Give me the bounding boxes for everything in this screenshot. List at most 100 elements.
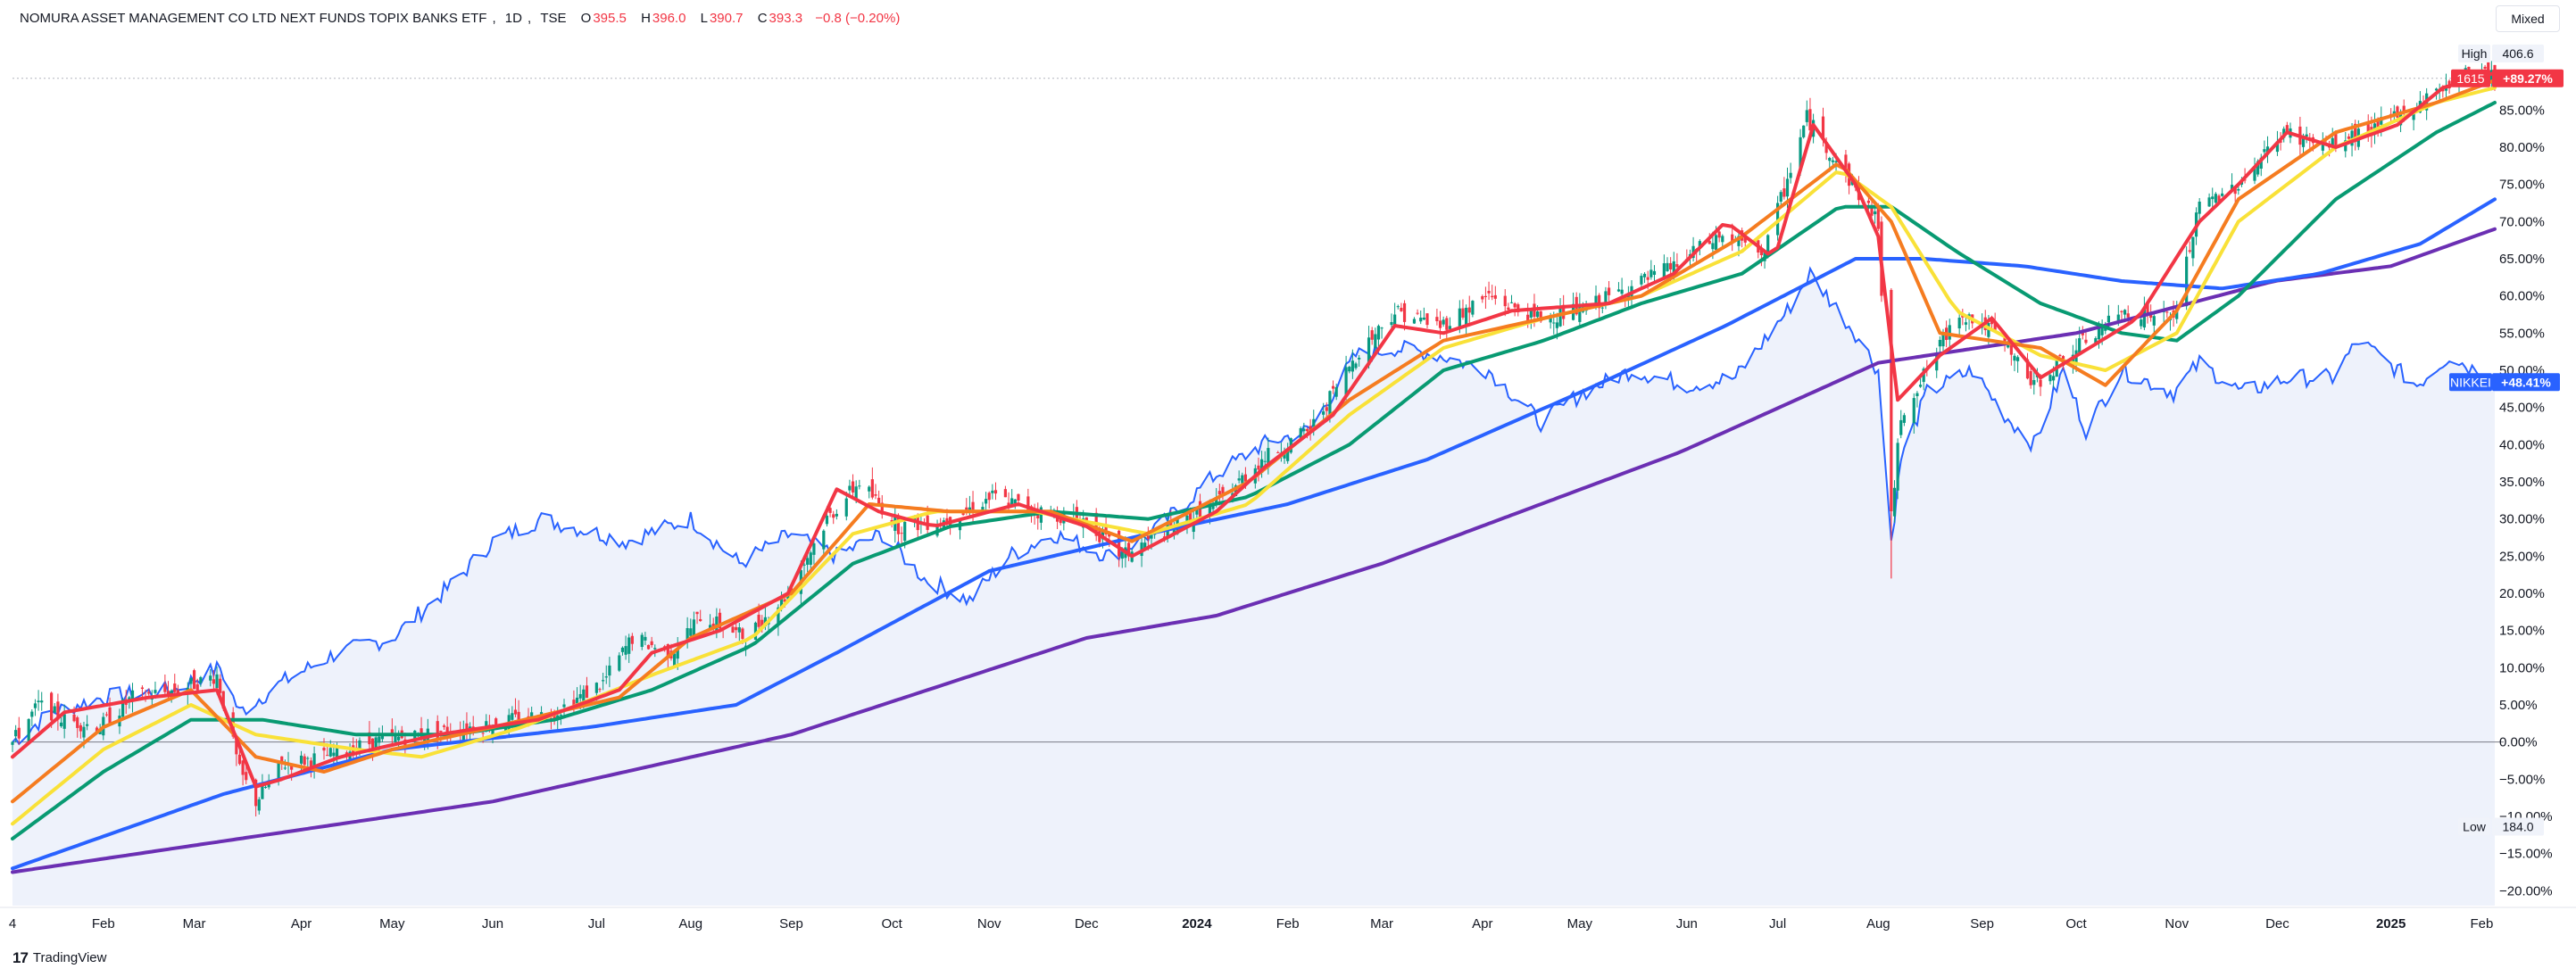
candle-body [491, 725, 494, 738]
candle-body [263, 786, 268, 788]
candle-body [1844, 154, 1848, 171]
candle-body [1675, 264, 1679, 268]
candle-body [2412, 110, 2415, 120]
candle [1402, 300, 1407, 331]
candle-body [965, 507, 968, 511]
symbol-badge-bg [2451, 69, 2490, 87]
candle [1221, 484, 1225, 501]
candle [2354, 120, 2357, 151]
candle [835, 509, 838, 520]
candle-body [1328, 391, 1332, 418]
x-tick-label: Jun [482, 916, 503, 931]
candle [2198, 197, 2201, 223]
candle-body [874, 493, 877, 496]
close-value: 393.3 [769, 11, 803, 26]
candle-body [627, 637, 631, 654]
candle-body [530, 712, 534, 717]
candle-body [1805, 110, 1808, 122]
candle [604, 665, 608, 684]
candle-body [1458, 308, 1461, 327]
candle-body [439, 730, 443, 733]
candle [692, 611, 696, 637]
candle-body [72, 714, 76, 722]
tradingview-branding[interactable]: 17 TradingView [12, 948, 106, 968]
y-tick-label: 70.00% [2499, 214, 2545, 229]
candle-body [1899, 419, 1903, 435]
nikkei-line-layer [12, 266, 2496, 746]
candle [708, 614, 712, 629]
candle-body [1799, 137, 1802, 171]
candle [30, 708, 34, 726]
candle-body [598, 689, 602, 691]
candle-body [806, 558, 810, 565]
candle-body [1237, 478, 1241, 481]
nikkei-change-badge-text: +48.41% [2501, 375, 2551, 389]
candle-body [511, 713, 514, 720]
candle [1422, 307, 1425, 320]
candle [646, 644, 651, 650]
candle-body [2123, 310, 2127, 315]
candle-body [1120, 552, 1124, 559]
candle-body [851, 481, 855, 493]
candle [1334, 383, 1338, 401]
x-axis[interactable]: 4 Feb Mar Apr May Jun Jul Aug Sep Oct Nov Dec 2024 Fe… [0, 907, 2576, 931]
candle-body [1912, 398, 1915, 424]
candle-body [494, 718, 498, 727]
candle [62, 704, 66, 739]
candle [1257, 457, 1260, 482]
candle-body [2152, 316, 2156, 326]
candle-body [1461, 308, 1465, 318]
candle-body [1348, 367, 1351, 372]
candle-body [1743, 237, 1747, 243]
candle-body [86, 724, 89, 726]
candle [1267, 437, 1270, 475]
candle-body [2402, 105, 2406, 112]
nikkei-change-badge-bg [2492, 373, 2560, 392]
candle-body [2230, 185, 2234, 191]
candle-body [1652, 270, 1657, 276]
close-key: C [757, 11, 768, 26]
candle-body [2003, 336, 2007, 342]
scale-mode-button[interactable]: Mixed [2496, 5, 2560, 32]
candle-body [1598, 294, 1601, 309]
candle-body [572, 700, 576, 708]
y-tick-label: 15.00% [2499, 624, 2545, 639]
candle [2489, 61, 2493, 91]
candle [1529, 308, 1533, 329]
y-tick-label: 35.00% [2499, 475, 2545, 490]
candle [1640, 273, 1643, 289]
change-value: −0.8 (−0.20%) [815, 11, 901, 26]
candle-body [397, 736, 401, 741]
candle-body [30, 711, 34, 717]
candle-body [1438, 320, 1442, 328]
candle-body [154, 690, 157, 693]
candle [2211, 187, 2215, 208]
candle-body [221, 691, 225, 709]
y-axis[interactable]: 85.00% 80.00% 75.00% 70.00% 65.00% 60.00% 55.0… [2499, 103, 2553, 898]
candle-body [1309, 426, 1312, 432]
symbol-title[interactable]: NOMURA ASSET MANAGEMENT CO LTD NEXT FUND… [20, 11, 487, 26]
candle-body [1990, 319, 1994, 325]
candle-body [215, 674, 219, 689]
tradingview-name: TradingView [32, 950, 107, 965]
candle [1237, 470, 1241, 484]
candle-body [37, 700, 40, 703]
candle [1286, 443, 1290, 464]
candle-body [1302, 428, 1306, 432]
candle-body [987, 493, 991, 501]
candle-body [2016, 357, 2020, 361]
nikkei-badge-bg [2449, 373, 2492, 392]
candle-body [1759, 247, 1764, 256]
candle-body [1276, 451, 1280, 453]
candle-body [17, 727, 21, 739]
candle [2009, 342, 2013, 366]
x-tick-label: May [379, 916, 405, 931]
candle-body [926, 515, 929, 530]
candle-body [2009, 344, 2013, 355]
candle-body [1552, 322, 1556, 324]
candle [2025, 352, 2030, 380]
candle-body [322, 747, 326, 751]
candle-body [870, 479, 874, 498]
interval-label[interactable]: 1D [504, 11, 522, 26]
